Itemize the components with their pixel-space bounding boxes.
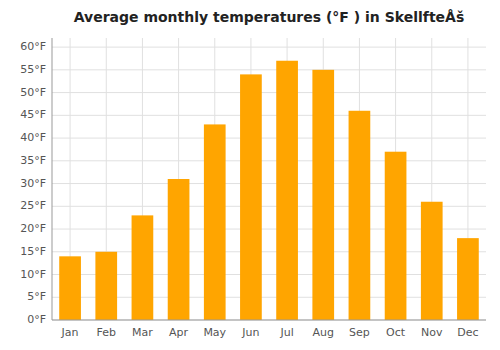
x-tick-label: Feb — [97, 326, 116, 339]
y-grid-line — [52, 47, 486, 48]
x-tick-label: Jul — [279, 326, 293, 339]
y-tick-label: 40°F — [20, 131, 46, 144]
y-tick-label: 25°F — [20, 199, 46, 212]
bar — [204, 124, 226, 320]
y-grid-line — [52, 160, 486, 161]
bar — [95, 252, 117, 320]
bar — [132, 215, 154, 320]
bar — [168, 179, 190, 320]
bar — [457, 238, 479, 320]
y-tick-label: 45°F — [20, 108, 46, 121]
x-tick-label: Dec — [457, 326, 478, 339]
y-grid-line — [52, 138, 486, 139]
bar — [276, 61, 298, 320]
y-tick-label: 30°F — [20, 177, 46, 190]
x-tick-label: May — [203, 326, 226, 339]
y-grid-line — [52, 320, 486, 321]
chart-title: Average monthly temperatures (°F ) in Sk… — [74, 9, 465, 25]
y-grid-line — [52, 92, 486, 93]
x-axis-line — [52, 320, 486, 321]
y-grid-line — [52, 69, 486, 70]
bars — [59, 61, 479, 320]
bar — [421, 202, 443, 320]
y-grid-line — [52, 115, 486, 116]
y-tick-label: 35°F — [20, 154, 46, 167]
y-tick-label: 20°F — [20, 222, 46, 235]
y-tick-label: 55°F — [20, 63, 46, 76]
y-tick-label: 15°F — [20, 245, 46, 258]
y-tick-label: 50°F — [20, 86, 46, 99]
x-tick-label: Sep — [349, 326, 370, 339]
x-tick-label: Oct — [386, 326, 406, 339]
bar — [312, 70, 334, 320]
y-tick-label: 5°F — [27, 290, 46, 303]
x-tick-label: Nov — [421, 326, 443, 339]
y-tick-label: 0°F — [27, 313, 46, 326]
x-tick-label: Apr — [169, 326, 189, 339]
bar — [240, 74, 262, 320]
chart-container: Average monthly temperatures (°F ) in Sk… — [0, 0, 500, 350]
x-tick-label: Aug — [313, 326, 334, 339]
grid — [52, 38, 486, 320]
x-tick-label: Jan — [61, 326, 79, 339]
y-grid-line — [52, 183, 486, 184]
y-tick-label: 10°F — [20, 268, 46, 281]
bar — [349, 111, 371, 320]
y-axis-line — [52, 38, 53, 320]
bar — [59, 256, 81, 320]
chart-svg: Average monthly temperatures (°F ) in Sk… — [0, 0, 500, 350]
bar — [385, 152, 407, 320]
x-tick-label: Mar — [132, 326, 153, 339]
x-tick-label: Jun — [241, 326, 259, 339]
y-tick-label: 60°F — [20, 40, 46, 53]
